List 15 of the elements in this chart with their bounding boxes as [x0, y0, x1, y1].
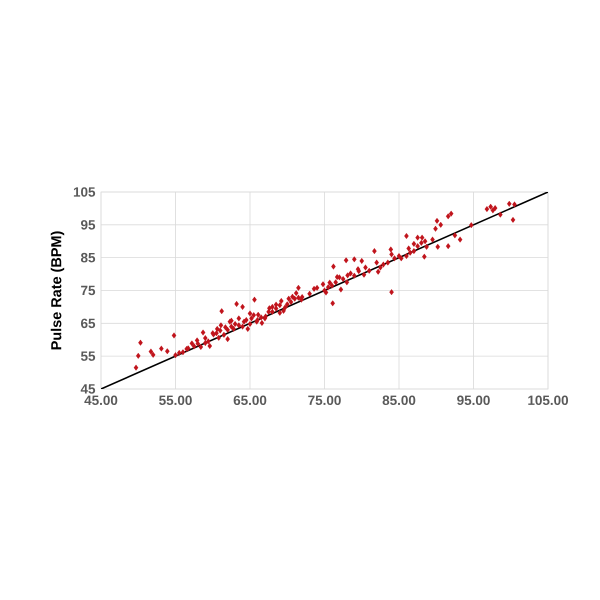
x-tick-label: 65.00: [234, 396, 266, 406]
x-tick-label: 95.00: [457, 396, 490, 406]
x-tick-label: 85.00: [382, 396, 416, 406]
y-tick-label: 65: [81, 318, 96, 328]
y-axis-title: Pulse Rate (BPM): [50, 231, 64, 350]
x-tick-label: 75.00: [308, 396, 341, 406]
x-tick-label: 105.00: [528, 396, 568, 406]
y-tick-label: 85: [80, 252, 96, 262]
y-tick-label: 75: [81, 286, 96, 296]
y-tick-label: 105: [74, 187, 96, 197]
y-tick-label: 45: [80, 384, 96, 394]
x-tick-label: 55.00: [159, 396, 192, 406]
y-tick-label: 95: [80, 220, 96, 230]
x-tick-label: 45.00: [84, 396, 118, 406]
y-tick-label: 55: [80, 351, 96, 361]
